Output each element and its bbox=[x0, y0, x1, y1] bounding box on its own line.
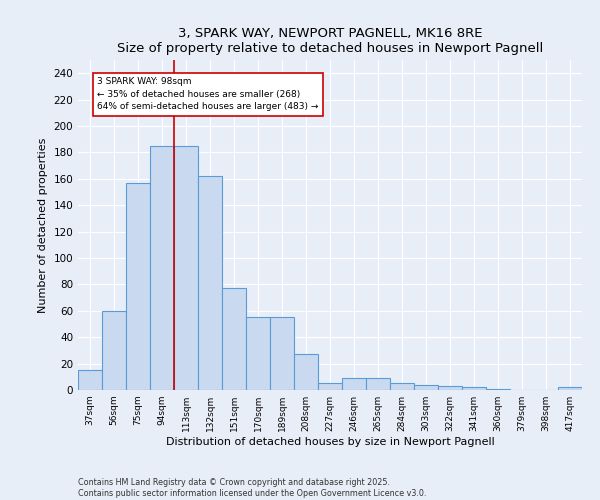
Bar bbox=[390, 384, 414, 390]
Bar bbox=[198, 176, 222, 390]
Bar bbox=[102, 311, 126, 390]
Bar bbox=[318, 384, 342, 390]
Bar bbox=[294, 354, 318, 390]
X-axis label: Distribution of detached houses by size in Newport Pagnell: Distribution of detached houses by size … bbox=[166, 437, 494, 447]
Y-axis label: Number of detached properties: Number of detached properties bbox=[38, 138, 48, 312]
Text: Contains HM Land Registry data © Crown copyright and database right 2025.
Contai: Contains HM Land Registry data © Crown c… bbox=[78, 478, 427, 498]
Bar bbox=[78, 370, 102, 390]
Bar bbox=[222, 288, 246, 390]
Bar bbox=[270, 318, 294, 390]
Bar bbox=[438, 386, 462, 390]
Bar bbox=[414, 384, 438, 390]
Bar bbox=[342, 378, 366, 390]
Bar bbox=[366, 378, 390, 390]
Bar bbox=[174, 146, 198, 390]
Bar bbox=[126, 183, 150, 390]
Bar bbox=[486, 388, 510, 390]
Bar bbox=[246, 318, 270, 390]
Bar bbox=[558, 388, 582, 390]
Bar bbox=[462, 388, 486, 390]
Title: 3, SPARK WAY, NEWPORT PAGNELL, MK16 8RE
Size of property relative to detached ho: 3, SPARK WAY, NEWPORT PAGNELL, MK16 8RE … bbox=[117, 26, 543, 54]
Text: 3 SPARK WAY: 98sqm
← 35% of detached houses are smaller (268)
64% of semi-detach: 3 SPARK WAY: 98sqm ← 35% of detached hou… bbox=[97, 77, 319, 111]
Bar bbox=[150, 146, 174, 390]
